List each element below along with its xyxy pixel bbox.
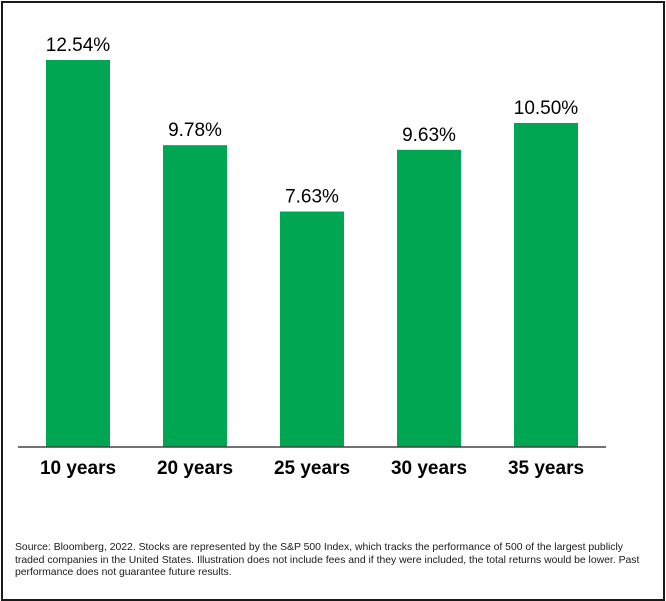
bar-30-years bbox=[397, 149, 461, 447]
labels-group: 12.54% 10 years 9.78% 20 years 7.63% 25 years… bbox=[40, 35, 584, 479]
data-label-10-years: 12.54% bbox=[46, 35, 111, 56]
bar-10-years bbox=[46, 60, 110, 447]
bars-group bbox=[46, 60, 578, 447]
data-label-35-years: 10.50% bbox=[514, 98, 579, 119]
category-label-25-years: 25 years bbox=[274, 458, 350, 479]
category-label-30-years: 30 years bbox=[391, 458, 467, 479]
category-label-10-years: 10 years bbox=[40, 458, 116, 479]
bar-35-years bbox=[514, 122, 578, 447]
source-footnote: Source: Bloomberg, 2022. Stocks are repr… bbox=[15, 542, 640, 578]
bar-20-years bbox=[163, 145, 227, 447]
bar-25-years bbox=[280, 211, 344, 447]
data-label-20-years: 9.78% bbox=[168, 120, 222, 141]
category-label-20-years: 20 years bbox=[157, 458, 233, 479]
category-label-35-years: 35 years bbox=[508, 458, 584, 479]
data-label-25-years: 7.63% bbox=[285, 187, 339, 208]
data-label-30-years: 9.63% bbox=[402, 125, 456, 146]
